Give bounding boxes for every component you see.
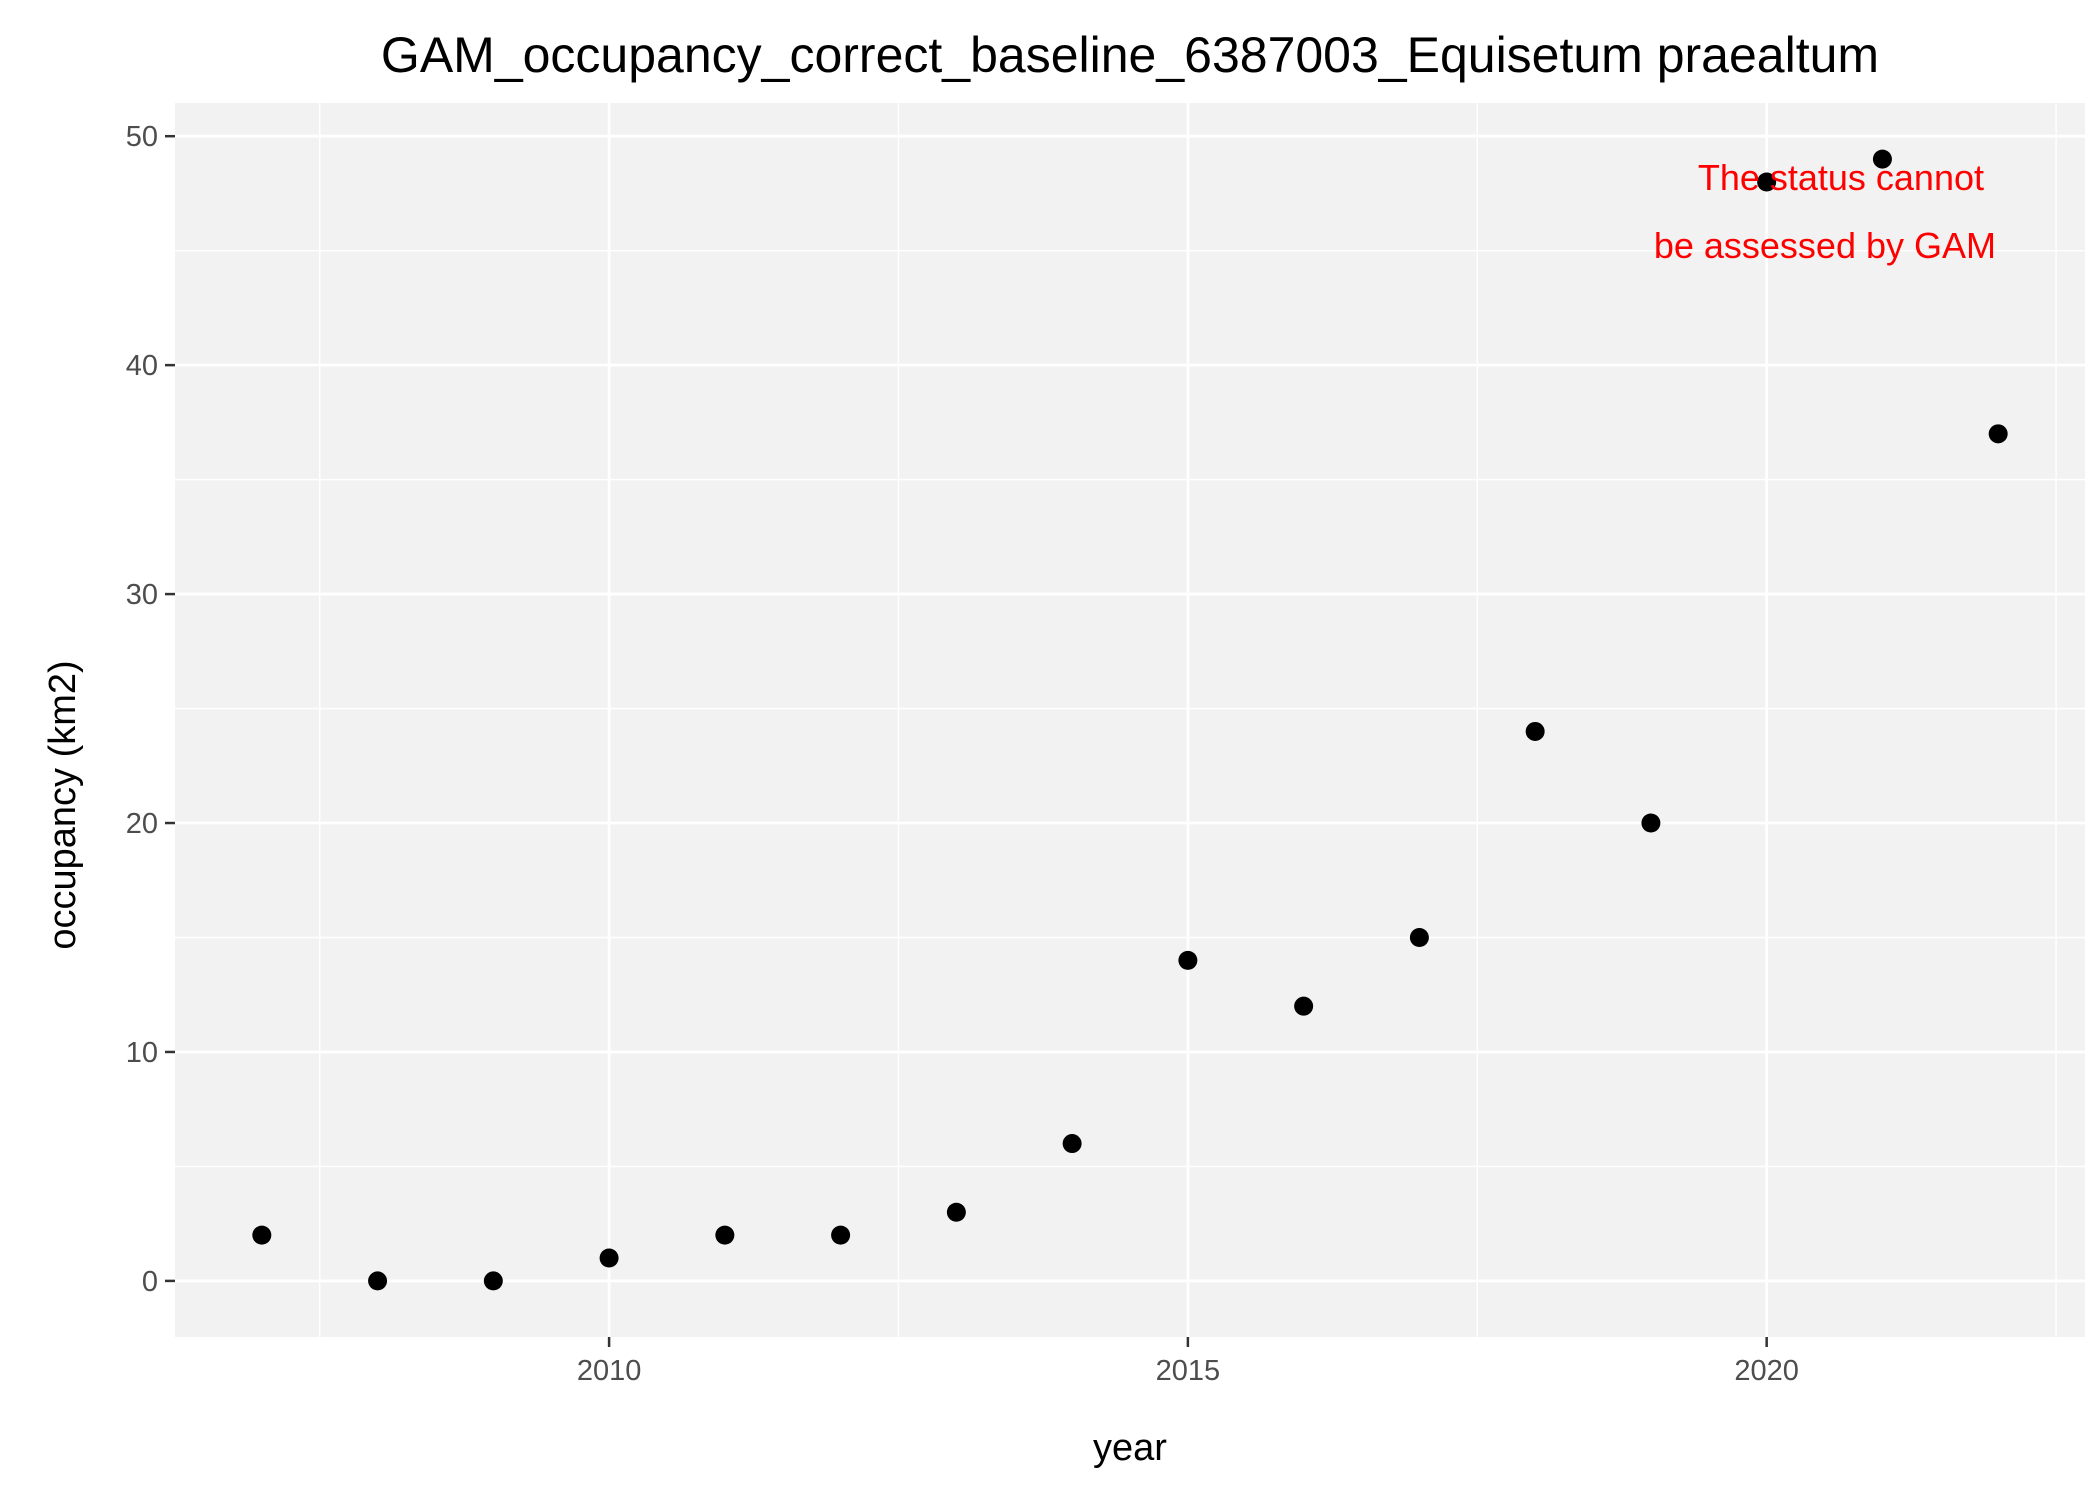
x-tick-label: 2010 <box>577 1355 642 1387</box>
y-tick-label: 20 <box>126 808 158 840</box>
data-point <box>1757 172 1777 192</box>
data-point <box>1062 1134 1082 1154</box>
plot-panel <box>175 103 2085 1337</box>
data-point <box>483 1271 503 1291</box>
data-point <box>946 1202 966 1222</box>
x-axis: 2010 2015 2020 <box>577 1337 1799 1387</box>
x-tick-label: 2020 <box>1734 1355 1799 1387</box>
y-tick-label: 40 <box>126 350 158 382</box>
data-point <box>252 1225 272 1245</box>
data-point <box>1872 149 1892 169</box>
data-point <box>1641 813 1661 833</box>
data-point <box>368 1271 388 1291</box>
y-tick-label: 0 <box>142 1266 158 1298</box>
data-point <box>1988 424 2008 444</box>
data-points <box>252 149 2008 1291</box>
data-point <box>1525 721 1545 741</box>
annotation-line-2: be assessed by GAM <box>1654 225 1996 266</box>
data-point <box>1178 950 1198 970</box>
data-point <box>599 1248 619 1268</box>
data-point <box>831 1225 851 1245</box>
major-gridlines <box>175 103 2085 1337</box>
annotation-line-1: The status cannot <box>1698 157 1984 198</box>
y-axis: 0 10 20 30 40 50 <box>126 121 175 1298</box>
data-point <box>1409 927 1429 947</box>
x-axis-title: year <box>1093 1427 1167 1469</box>
data-point <box>715 1225 735 1245</box>
y-tick-label: 50 <box>126 121 158 153</box>
y-tick-label: 10 <box>126 1037 158 1069</box>
y-tick-label: 30 <box>126 579 158 611</box>
data-point <box>1294 996 1314 1016</box>
y-axis-title: occupancy (km2) <box>42 660 84 949</box>
chart-title: GAM_occupancy_correct_baseline_6387003_E… <box>381 27 1879 83</box>
status-annotation: The status cannot be assessed by GAM <box>1654 157 1996 266</box>
x-tick-label: 2015 <box>1156 1355 1221 1387</box>
